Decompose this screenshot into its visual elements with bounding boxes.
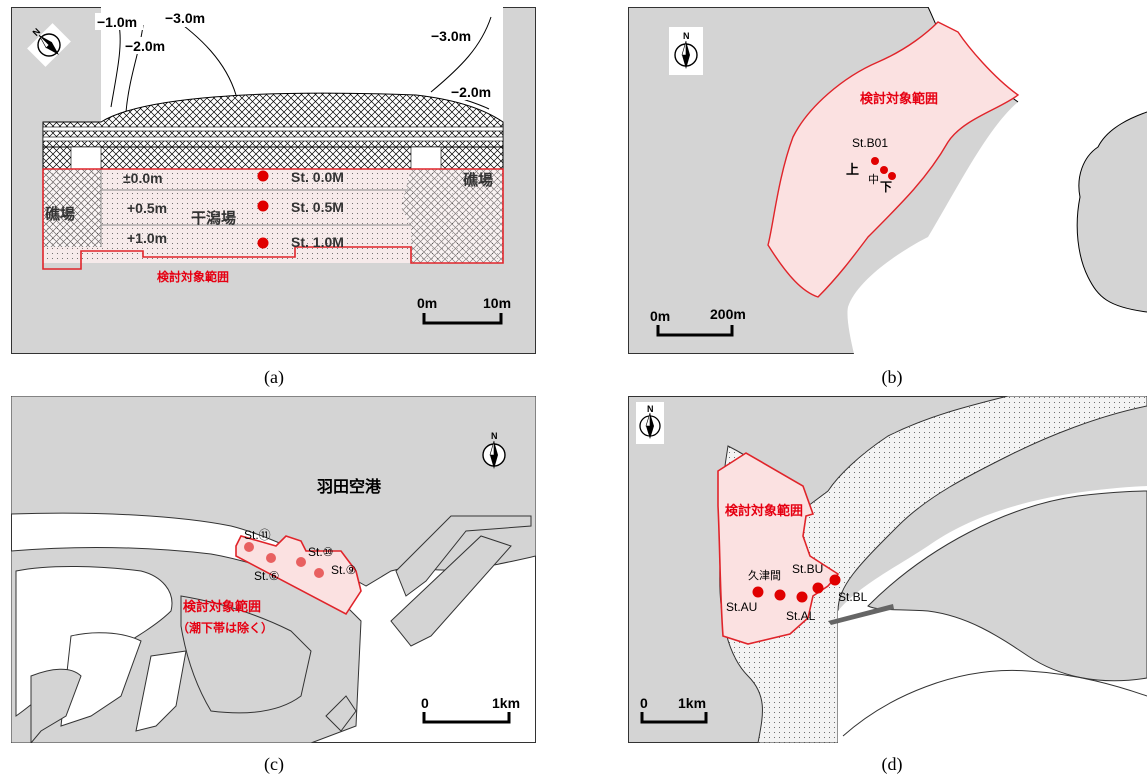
scale-label-start: 0 [421,695,429,711]
station-marker [829,574,841,586]
study-area-label: 検討対象範囲 [725,503,803,518]
zone-label-rocky-right: 礁場 [463,171,493,189]
scale-label-start: 0m [417,295,437,311]
panel-c: St.⑪ St.⑩ St.⑨ St.⑥ 羽田空港 検討対象範囲 （潮下帯は除く）… [11,396,536,743]
level-label: +0.5m [127,200,167,216]
contour-label: −3.0m [431,28,471,44]
level-label: +1.0m [127,230,167,246]
station-marker [244,542,254,552]
scale-bar: 0m 200m [650,306,746,337]
station-marker [871,157,879,165]
study-area-label: 検討対象範囲 [860,91,938,106]
station-marker [266,553,276,563]
panel-d: 検討対象範囲 久津間 St.BU St.AU St.AL St.BL N 0 1… [628,396,1147,743]
station-position-mark: 下 [880,180,892,194]
scale-bar: 0 1km [640,695,708,724]
panel-b: St.B01 上 中 下 検討対象範囲 N 0m 200m [628,7,1147,354]
station-position-mark: 上 [846,162,859,177]
station-label: St.BL [838,590,868,604]
station-marker [796,591,808,603]
station-label: St.B01 [852,136,888,150]
station-label: St.BU [792,562,823,576]
station-label: St. 1.0M [291,234,344,250]
place-label-haneda: 羽田空港 [317,477,382,496]
station-label: St.⑥ [254,569,279,583]
scale-label-end: 10m [483,295,511,311]
station-marker [880,166,888,174]
station-marker [257,237,269,249]
contour-label: −3.0m [165,10,205,26]
scale-bar: 0m 10m [417,295,511,325]
caption-a: (a) [264,367,284,387]
zone-label-tidal-flat: 干潟場 [191,209,236,227]
north-arrow-icon: N [482,431,506,469]
panel-a: N −1.0m −2.0m −3.0m −3.0m −2.0m ±0.0m +0… [11,7,536,354]
contour-label: −2.0m [451,84,491,100]
north-arrow-icon: N [27,23,71,67]
place-label-kuzuma: 久津間 [748,569,781,582]
scale-label-end: 1km [492,695,520,711]
contour-label: −2.0m [125,38,165,54]
station-marker [774,589,786,601]
station-marker [314,568,324,578]
station-marker [296,557,306,567]
north-arrow-icon: N [669,27,703,75]
station-position-mark: 中 [868,173,879,186]
north-label: N [683,31,690,41]
station-marker [812,582,824,594]
station-label: St.⑩ [308,545,333,559]
scale-label-end: 200m [710,306,746,322]
north-label: N [647,404,654,414]
north-label: N [491,431,498,441]
scale-label-start: 0m [650,308,670,324]
study-area-note: （潮下帯は除く） [177,620,273,635]
station-label: St. 0.0M [291,169,344,185]
scale-bar: 0 1km [421,695,520,724]
caption-d: (d) [881,754,903,774]
station-label: St.AU [726,600,757,614]
station-marker [257,200,269,212]
station-marker [752,586,764,598]
north-arrow-icon: N [636,402,664,444]
caption-b: (b) [881,367,903,387]
station-marker [888,172,896,180]
station-marker [257,170,269,182]
station-label: St.AL [786,609,816,623]
zone-label-rocky-left: 礁場 [45,205,75,223]
level-label: ±0.0m [123,170,163,186]
contour-label: −1.0m [97,14,137,30]
station-label: St.⑨ [331,563,356,577]
scale-label-start: 0 [640,695,648,711]
station-label: St.⑪ [244,528,271,542]
study-area-label: 検討対象範囲 [157,269,229,284]
north-label: N [31,26,43,38]
scale-label-end: 1km [678,695,706,711]
study-area-label: 検討対象範囲 [183,599,261,614]
station-label: St. 0.5M [291,199,344,215]
caption-c: (c) [264,754,284,774]
